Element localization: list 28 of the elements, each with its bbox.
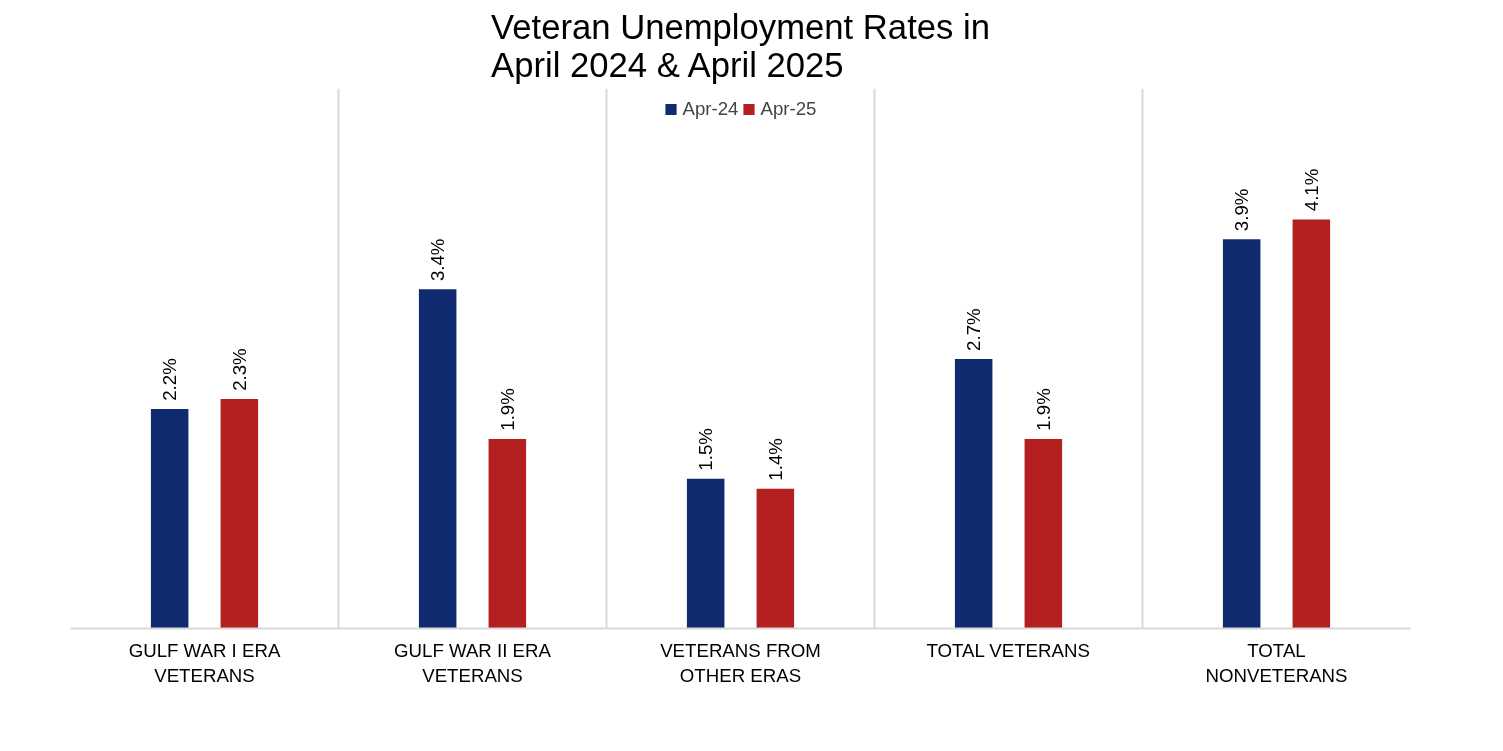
- data-label: 3.9%: [1231, 188, 1253, 232]
- bar: [1222, 239, 1261, 629]
- bar: [488, 438, 527, 629]
- x-tick-label: GULF WAR II ERA VETERANS: [394, 639, 552, 686]
- bar: [1024, 438, 1063, 629]
- legend-label: Apr-25: [760, 98, 817, 120]
- bar: [756, 488, 795, 629]
- bar: [150, 408, 189, 629]
- bar: [1292, 219, 1331, 629]
- bar: [686, 478, 725, 629]
- data-label: 3.4%: [427, 238, 449, 282]
- legend-label: Apr-24: [682, 98, 739, 120]
- chart-title: Veteran Unemployment Rates in April 2024 & April 2025: [491, 7, 990, 84]
- x-tick-label: TOTAL NONVETERANS: [1205, 639, 1348, 686]
- bar: [954, 359, 993, 629]
- data-label: 1.9%: [1032, 388, 1054, 431]
- data-label: 2.3%: [228, 348, 250, 391]
- data-label: 1.9%: [496, 388, 518, 431]
- data-label: 2.2%: [159, 358, 181, 401]
- data-label: 1.4%: [764, 438, 786, 481]
- bar: [418, 289, 457, 629]
- data-label: 4.1%: [1300, 168, 1322, 212]
- x-tick-label: TOTAL VETERANS: [926, 639, 1090, 661]
- x-tick-label: GULF WAR I ERA VETERANS: [128, 639, 281, 686]
- x-tick-label: VETERANS FROM OTHER ERAS: [660, 639, 821, 686]
- data-label: 1.5%: [695, 428, 717, 471]
- data-label: 2.7%: [963, 308, 985, 351]
- bar: [220, 399, 259, 629]
